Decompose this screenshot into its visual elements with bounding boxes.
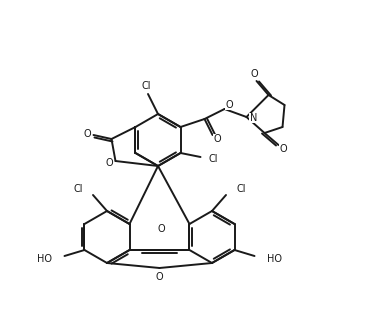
Text: O: O: [156, 272, 163, 282]
Text: HO: HO: [38, 254, 52, 264]
Text: O: O: [158, 224, 165, 234]
Text: O: O: [280, 144, 287, 154]
Text: O: O: [84, 129, 91, 139]
Text: Cl: Cl: [74, 184, 83, 194]
Text: HO: HO: [266, 254, 282, 264]
Text: N: N: [250, 113, 257, 123]
Text: O: O: [226, 100, 233, 110]
Text: O: O: [214, 134, 221, 144]
Text: Cl: Cl: [209, 154, 218, 164]
Text: Cl: Cl: [141, 81, 151, 91]
Text: O: O: [106, 158, 113, 168]
Text: Cl: Cl: [236, 184, 246, 194]
Text: O: O: [251, 69, 258, 79]
